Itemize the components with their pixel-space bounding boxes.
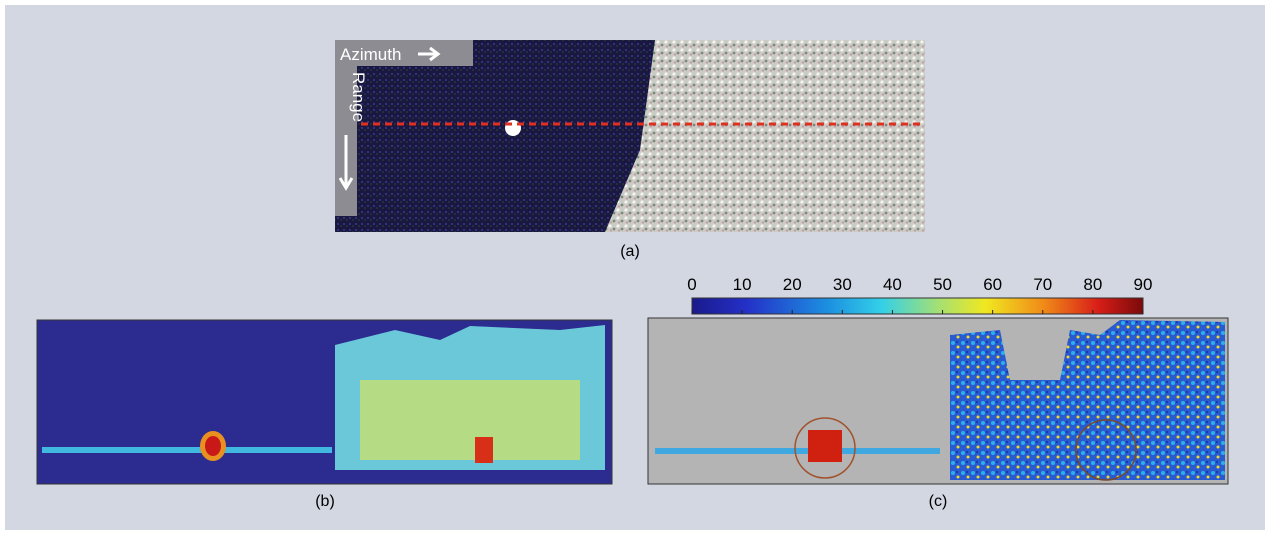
colorbar <box>692 298 1143 314</box>
target <box>505 120 521 136</box>
colorbar-tick-label: 40 <box>883 275 902 294</box>
panel-c: (c) <box>648 298 1228 510</box>
colorbar-tick-label: 10 <box>733 275 752 294</box>
caption: (a) <box>620 243 640 260</box>
figure: Azimuth Range (a) (b) (c) 0 10 20 30 40 50 60 7… <box>0 0 1272 538</box>
colorbar-tick-label: 70 <box>1033 275 1052 294</box>
sar-forest <box>605 40 925 232</box>
azimuth-label: Azimuth <box>340 45 401 64</box>
forest-core <box>360 380 580 460</box>
target-core <box>205 436 221 456</box>
colorbar-tick-label: 20 <box>783 275 802 294</box>
range-label: Range <box>349 72 368 122</box>
colorbar-tick-label: 30 <box>833 275 852 294</box>
hotspot <box>475 437 493 463</box>
strip <box>42 447 332 453</box>
colorbar-tick-label: 50 <box>933 275 952 294</box>
colorbar-tick-label: 80 <box>1083 275 1102 294</box>
colorbar-tick-label: 90 <box>1134 275 1153 294</box>
panel-b: (b) <box>37 320 612 510</box>
caption: (c) <box>929 493 948 510</box>
colorbar-tick-label: 60 <box>983 275 1002 294</box>
strip <box>655 448 940 454</box>
caption: (b) <box>315 493 335 510</box>
target <box>808 430 842 462</box>
panel-a: Azimuth Range (a) <box>335 40 925 260</box>
colorbar-tick-label: 0 <box>687 275 696 294</box>
forest-map <box>950 320 1225 480</box>
